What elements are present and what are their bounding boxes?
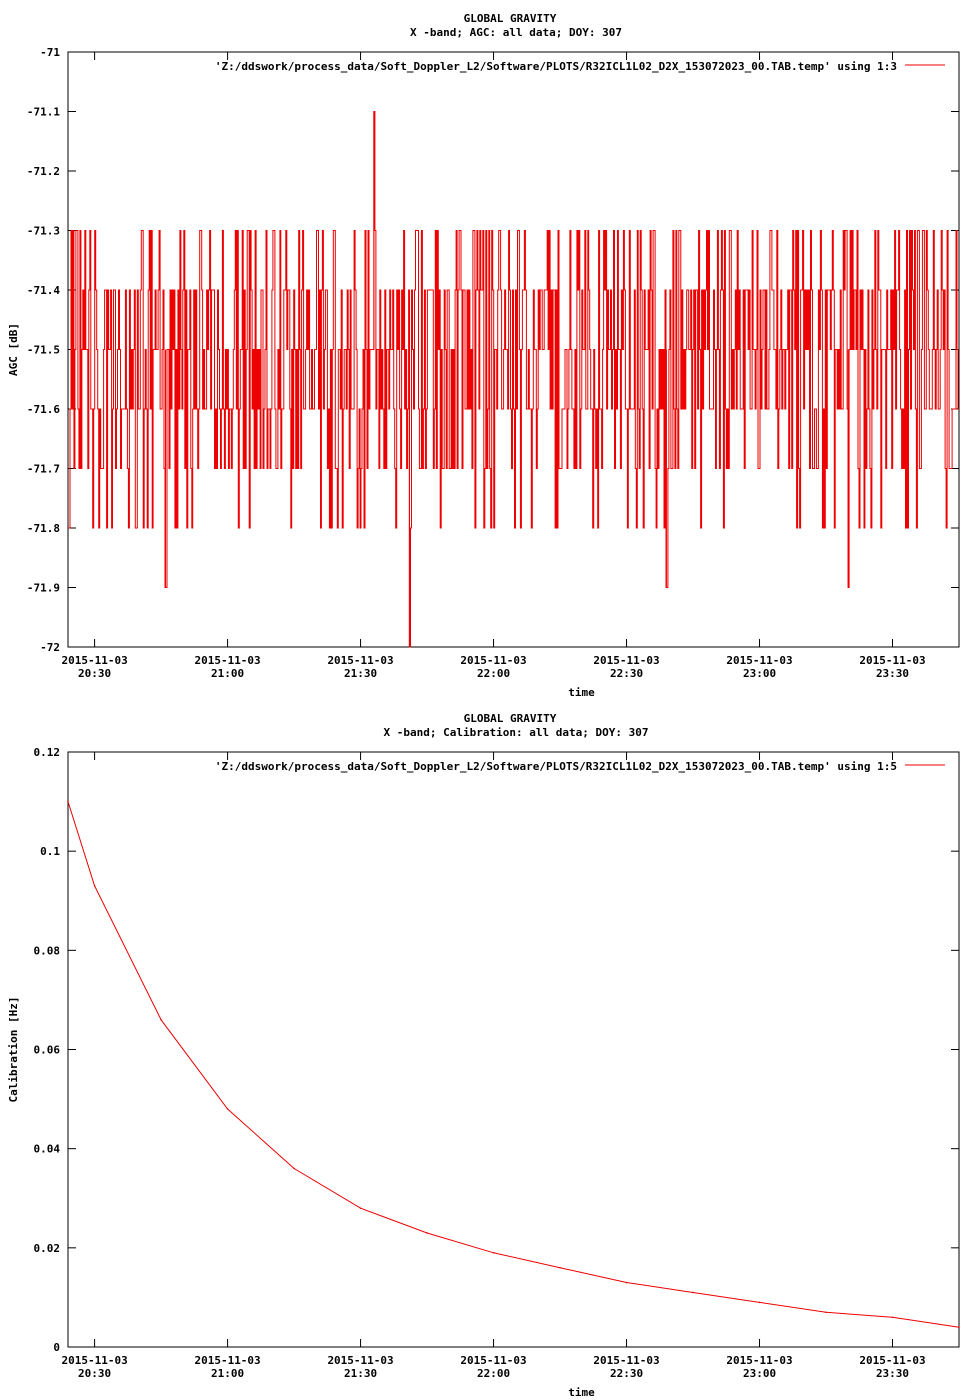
- series-calibration-point: [758, 1301, 761, 1304]
- x-tick-time: 20:30: [78, 667, 111, 680]
- series-calibration-point: [891, 1316, 894, 1319]
- chart-subtitle: X -band; AGC: all data; DOY: 307: [410, 26, 622, 39]
- x-tick-time: 22:00: [477, 667, 510, 680]
- chart-title: GLOBAL GRAVITY: [464, 712, 557, 725]
- x-tick-date: 2015-11-03: [194, 1354, 260, 1367]
- y-axis-label: AGC [dB]: [7, 323, 20, 376]
- legend-label: 'Z:/ddswork/process_data/Soft_Doppler_L2…: [215, 60, 897, 73]
- y-axis-label: Calibration [Hz]: [7, 997, 20, 1103]
- x-tick-time: 23:30: [876, 667, 909, 680]
- chart-subtitle: X -band; Calibration: all data; DOY: 307: [384, 726, 649, 739]
- series-calibration-point: [958, 1326, 960, 1328]
- x-tick-date: 2015-11-03: [593, 654, 659, 667]
- x-tick-time: 21:00: [211, 1367, 244, 1380]
- y-tick-label: 0.04: [34, 1143, 61, 1156]
- y-tick-label: -71.4: [27, 284, 60, 297]
- y-tick-label: -71.9: [27, 582, 60, 595]
- series-calibration-point: [226, 1108, 229, 1110]
- x-tick-date: 2015-11-03: [327, 1354, 393, 1367]
- y-tick-label: -72: [40, 641, 60, 654]
- series-calibration-line: [67, 801, 960, 1328]
- x-tick-date: 2015-11-03: [726, 654, 792, 667]
- x-tick-time: 21:00: [211, 667, 244, 680]
- x-tick-time: 23:00: [743, 667, 776, 680]
- x-tick-date: 2015-11-03: [460, 654, 526, 667]
- series-calibration-point: [359, 1207, 362, 1209]
- x-tick-time: 23:00: [743, 1367, 776, 1380]
- x-tick-date: 2015-11-03: [61, 654, 127, 667]
- y-tick-label: -71.7: [27, 463, 60, 476]
- chart-title: GLOBAL GRAVITY: [464, 12, 557, 25]
- series-calibration-point: [426, 1232, 428, 1234]
- series-calibration-point: [825, 1311, 827, 1314]
- y-tick-label: -71.6: [27, 403, 60, 416]
- x-tick-date: 2015-11-03: [194, 654, 260, 667]
- x-tick-time: 22:00: [477, 1367, 510, 1380]
- y-tick-label: 0.1: [40, 845, 60, 858]
- x-tick-time: 21:30: [344, 1367, 377, 1380]
- y-tick-label: -71.2: [27, 165, 60, 178]
- legend-label: 'Z:/ddswork/process_data/Soft_Doppler_L2…: [215, 760, 897, 773]
- x-axis-label: time: [568, 1386, 595, 1399]
- x-tick-time: 22:30: [610, 667, 643, 680]
- series-calibration-point: [625, 1281, 628, 1284]
- y-tick-label: -71: [40, 46, 60, 59]
- series-calibration-point: [492, 1251, 495, 1254]
- y-tick-label: 0.08: [34, 944, 61, 957]
- series-calibration-point: [692, 1291, 694, 1294]
- y-tick-label: -71.8: [27, 522, 60, 535]
- y-tick-label: 0.02: [34, 1242, 61, 1255]
- y-tick-label: 0: [53, 1341, 60, 1354]
- y-tick-label: -71.5: [27, 344, 60, 357]
- series-calibration-point: [160, 1018, 162, 1021]
- x-tick-date: 2015-11-03: [859, 654, 925, 667]
- x-axis-label: time: [568, 686, 595, 699]
- y-tick-label: -71.1: [27, 106, 60, 119]
- series-agc-trace: [68, 111, 959, 648]
- series-calibration-point: [93, 885, 96, 887]
- x-tick-time: 23:30: [876, 1367, 909, 1380]
- x-tick-time: 20:30: [78, 1367, 111, 1380]
- x-tick-date: 2015-11-03: [460, 1354, 526, 1367]
- x-tick-date: 2015-11-03: [327, 654, 393, 667]
- x-tick-date: 2015-11-03: [593, 1354, 659, 1367]
- y-tick-label: 0.12: [34, 746, 61, 759]
- series-calibration-point: [67, 800, 69, 803]
- y-tick-label: 0.06: [34, 1044, 61, 1057]
- y-tick-label: -71.3: [27, 225, 60, 238]
- series-calibration-point: [559, 1266, 561, 1269]
- series-calibration-point: [293, 1167, 295, 1170]
- x-tick-time: 22:30: [610, 1367, 643, 1380]
- x-tick-date: 2015-11-03: [61, 1354, 127, 1367]
- x-tick-date: 2015-11-03: [726, 1354, 792, 1367]
- x-tick-date: 2015-11-03: [859, 1354, 925, 1367]
- x-tick-time: 21:30: [344, 667, 377, 680]
